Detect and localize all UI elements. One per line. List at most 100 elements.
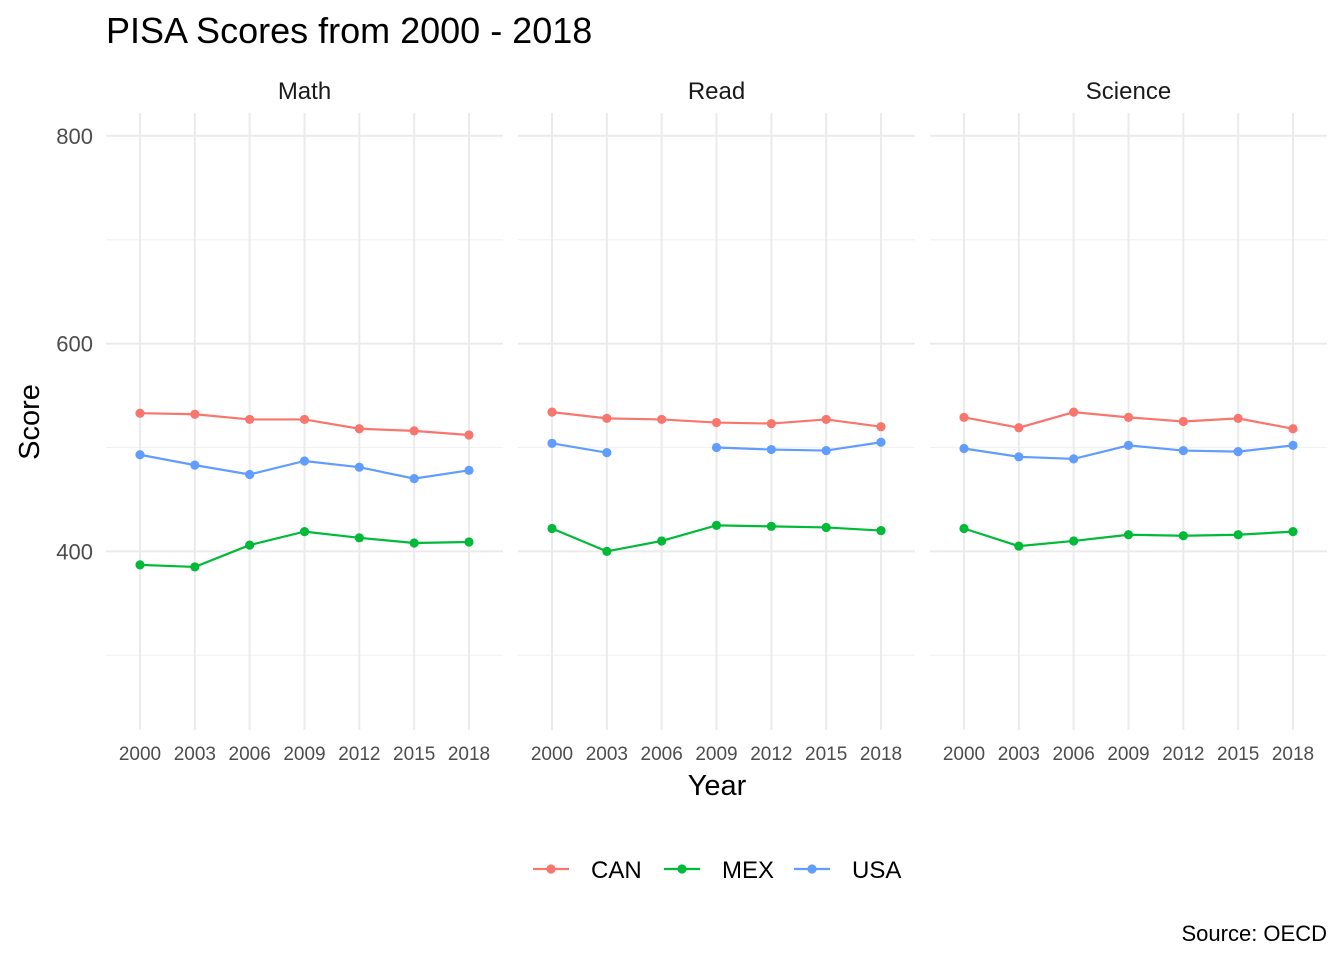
data-point: [1233, 530, 1243, 540]
y-tick-label: 800: [56, 124, 93, 149]
data-point: [876, 437, 886, 447]
x-tick-label: 2012: [750, 744, 792, 765]
legend-label: CAN: [591, 857, 642, 884]
data-point: [1069, 407, 1079, 417]
data-point: [1288, 527, 1298, 537]
data-point: [245, 469, 255, 480]
x-tick-label: 2000: [119, 744, 161, 765]
data-point: [245, 414, 255, 425]
series-usa: [547, 437, 886, 458]
x-tick-label: 2003: [586, 744, 628, 765]
data-point: [245, 540, 255, 550]
data-point: [135, 450, 145, 460]
facet-math: Math 2000 2003 2006 2009 2012 2015 2018: [106, 78, 503, 765]
data-point: [657, 414, 667, 425]
x-tick-label: 2018: [860, 744, 902, 765]
y-tick-label: 400: [56, 539, 93, 564]
x-tick-label: 2015: [393, 744, 435, 765]
series-mex: [135, 527, 474, 572]
series-mex: [547, 520, 886, 556]
data-point: [1178, 416, 1188, 427]
legend-item-can: CAN: [533, 857, 642, 884]
x-axis-title: Year: [688, 770, 747, 802]
data-point: [464, 430, 474, 440]
data-point: [464, 465, 474, 475]
data-point: [409, 538, 419, 548]
x-tick-label: 2000: [943, 744, 985, 765]
x-tick-label: 2006: [229, 744, 271, 765]
data-point: [711, 417, 722, 428]
x-tick-label: 2012: [338, 744, 380, 765]
x-tick-label: 2009: [695, 744, 737, 765]
data-point: [547, 523, 557, 534]
data-point: [1233, 447, 1243, 457]
data-point: [1288, 440, 1298, 450]
legend-label: MEX: [722, 857, 774, 884]
data-point: [1178, 445, 1188, 456]
data-point: [464, 537, 474, 547]
chart-title: PISA Scores from 2000 - 2018: [106, 10, 592, 51]
facet-panels: Math 2000 2003 2006 2009 2012 2015 2018 Read 2000…: [106, 78, 1327, 765]
data-point: [959, 443, 969, 454]
data-point: [1014, 423, 1024, 433]
data-point: [1069, 536, 1079, 546]
data-point: [821, 445, 831, 456]
data-point: [354, 462, 364, 472]
data-point: [766, 418, 776, 429]
data-point: [547, 438, 557, 448]
series-usa: [959, 440, 1298, 464]
x-tick-label: 2015: [805, 744, 847, 765]
x-tick-label: 2009: [1107, 744, 1149, 765]
data-point: [711, 442, 722, 453]
data-point: [190, 460, 200, 470]
legend-key-point: [546, 864, 556, 874]
series-can: [547, 407, 886, 432]
data-point: [190, 562, 200, 572]
data-point: [821, 522, 831, 533]
data-point: [711, 520, 722, 530]
data-point: [1233, 413, 1243, 423]
series-usa: [135, 450, 474, 484]
series-line: [551, 442, 608, 454]
data-point: [1123, 530, 1134, 540]
data-point: [876, 422, 886, 432]
legend-key-point: [807, 864, 817, 874]
facet-read: Read 2000 2003 2006 2009 2012 2015 2018: [518, 78, 915, 765]
data-point: [547, 407, 557, 417]
facet-label: Read: [688, 78, 745, 105]
facet-science: Science 2000 2003 2006 2009 2012 2015 2018: [930, 78, 1327, 765]
data-point: [135, 560, 145, 570]
data-point: [409, 426, 419, 436]
data-point: [766, 521, 776, 532]
x-tick-label: 2003: [998, 744, 1040, 765]
data-point: [135, 408, 145, 418]
series-line: [716, 441, 882, 452]
caption: Source: OECD: [1182, 921, 1328, 946]
data-point: [876, 525, 886, 536]
data-point: [602, 448, 612, 458]
data-point: [959, 412, 969, 422]
data-point: [1014, 541, 1024, 551]
facet-label: Math: [278, 78, 331, 105]
data-point: [821, 414, 831, 425]
data-point: [1288, 424, 1298, 434]
legend-key-point: [677, 864, 687, 874]
data-point: [299, 456, 310, 466]
y-axis: 400 600 800: [56, 124, 93, 564]
data-point: [1123, 412, 1134, 422]
data-point: [959, 523, 969, 534]
legend-item-usa: USA: [794, 857, 901, 884]
data-point: [602, 546, 612, 556]
data-point: [657, 536, 667, 546]
x-tick-label: 2015: [1217, 744, 1259, 765]
series-can: [135, 408, 474, 440]
data-point: [299, 414, 310, 425]
x-tick-label: 2012: [1162, 744, 1204, 765]
x-tick-label: 2018: [1272, 744, 1314, 765]
y-axis-title: Score: [14, 384, 46, 460]
data-point: [1123, 440, 1134, 450]
data-point: [602, 413, 612, 423]
y-tick-label: 600: [56, 332, 93, 357]
x-tick-label: 2018: [448, 744, 490, 765]
